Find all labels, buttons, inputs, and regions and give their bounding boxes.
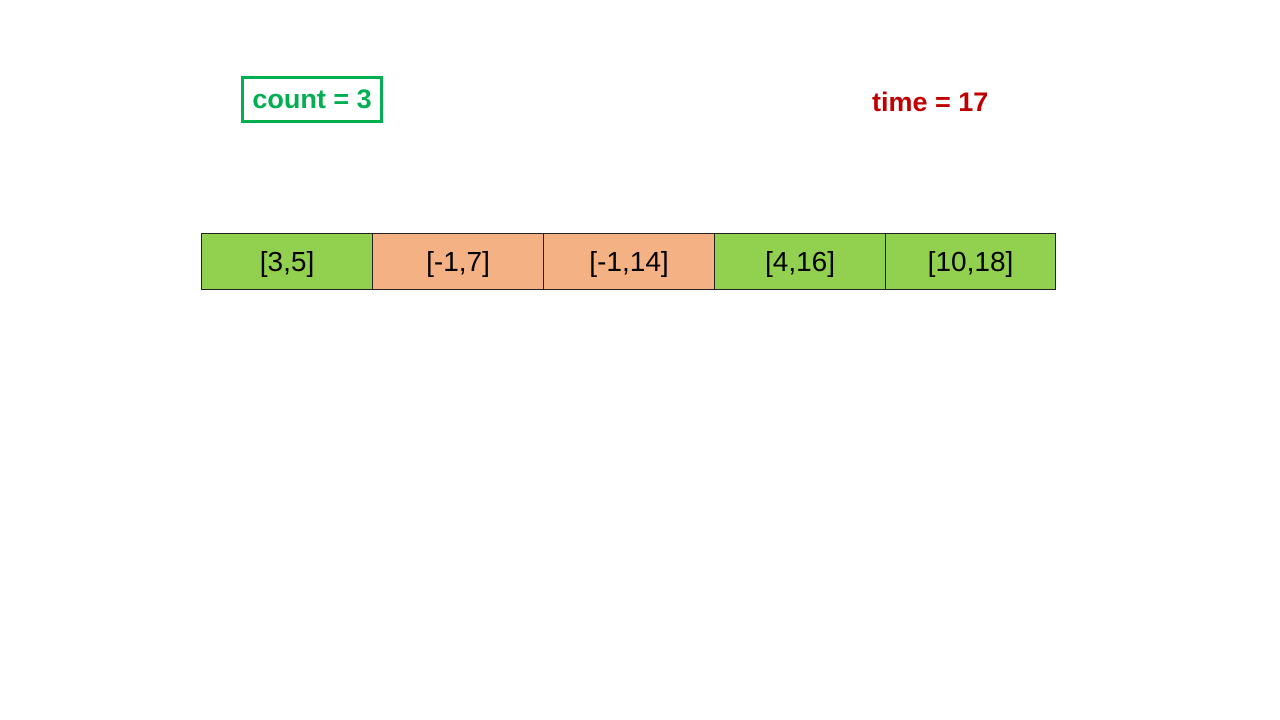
interval-text: [10,18] (927, 245, 1014, 277)
interval-cell: [4,16] (714, 234, 885, 289)
interval-text: [4,16] (764, 245, 836, 277)
interval-cell: [-1,7] (372, 234, 543, 289)
interval-text: [3,5] (259, 245, 315, 277)
interval-text: [-1,7] (426, 245, 490, 277)
interval-text: [-1,14] (589, 245, 669, 277)
count-box: count = 3 (241, 76, 383, 123)
interval-cell: [-1,14] (543, 234, 714, 289)
interval-array: [3,5] [-1,7] [-1,14] [4,16] [10,18] (201, 233, 1056, 290)
count-label: count = 3 (252, 84, 372, 114)
interval-cell: [3,5] (201, 234, 372, 289)
interval-cell: [10,18] (885, 234, 1056, 289)
time-label: time = 17 (872, 87, 989, 117)
